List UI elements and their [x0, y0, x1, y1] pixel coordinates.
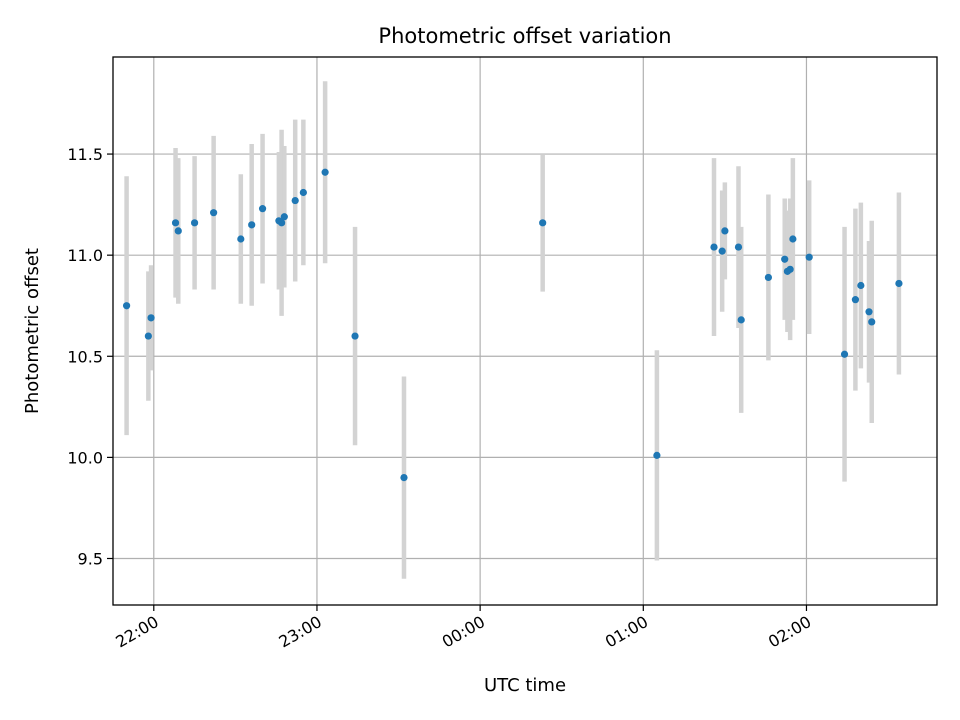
- data-point: [144, 332, 152, 340]
- y-tick-label: 10.5: [67, 347, 103, 366]
- data-point: [781, 255, 789, 263]
- data-point: [321, 168, 329, 176]
- data-point: [737, 316, 745, 324]
- data-point: [868, 318, 876, 326]
- data-point: [210, 209, 218, 217]
- plot-frame: [112, 56, 938, 606]
- data-point: [851, 296, 860, 304]
- data-point: [171, 219, 180, 227]
- data-point: [280, 213, 288, 221]
- data-point: [400, 474, 408, 482]
- y-tick-label: 11.0: [67, 246, 103, 265]
- data-point: [786, 265, 794, 273]
- data-point: [539, 219, 547, 227]
- data-point: [278, 219, 286, 227]
- data-point: [190, 219, 199, 227]
- data-point: [840, 350, 849, 358]
- chart-title: Photometric offset variation: [378, 24, 671, 48]
- data-point: [248, 221, 256, 229]
- data-point: [895, 279, 903, 288]
- x-axis-label: UTC time: [484, 675, 566, 696]
- data-point: [147, 314, 155, 322]
- data-point: [718, 247, 726, 255]
- data-point: [710, 243, 718, 251]
- data-point: [789, 235, 797, 243]
- data-point: [805, 253, 813, 261]
- data-point: [237, 235, 245, 243]
- data-point: [299, 188, 307, 197]
- y-tick-label: 11.5: [67, 145, 103, 164]
- data-point: [653, 451, 661, 459]
- y-tick-label: 9.5: [78, 549, 103, 568]
- data-point: [258, 205, 267, 213]
- y-tick-label: 10.0: [67, 448, 103, 467]
- data-point: [857, 281, 865, 290]
- y-axis-label: Photometric offset: [22, 248, 43, 414]
- data-point: [291, 196, 299, 205]
- y-axis: 9.5 10.0 10.5 11.0 11.5: [67, 145, 113, 568]
- data-point: [764, 273, 772, 282]
- data-point: [351, 332, 359, 340]
- data-point: [122, 302, 131, 310]
- data-point: [721, 227, 729, 235]
- data-point: [865, 308, 873, 316]
- data-points: [122, 168, 903, 482]
- data-point: [174, 227, 182, 235]
- data-point: [734, 243, 743, 251]
